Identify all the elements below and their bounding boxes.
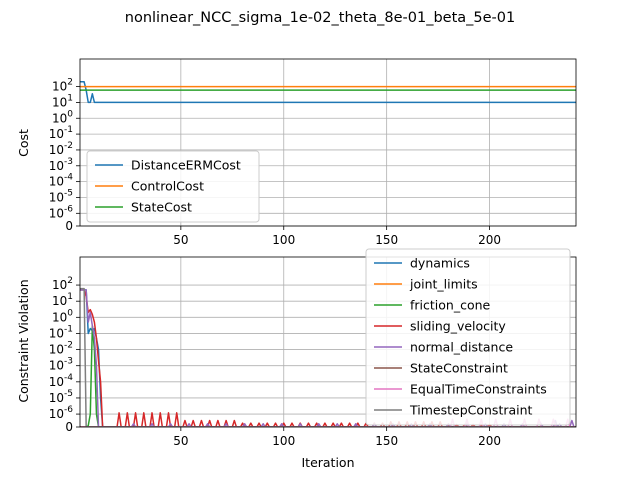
legend-label: friction_cone <box>410 298 491 313</box>
series-line-distanceermcost <box>80 81 576 104</box>
y-tick-label: 10-4 <box>49 173 74 189</box>
y-tick-label: 10-2 <box>49 141 73 157</box>
x-tick-label: 50 <box>173 434 188 448</box>
series-group <box>80 81 576 104</box>
legend-label: StateCost <box>131 200 192 215</box>
y-tick-label: 10-1 <box>49 125 73 141</box>
y-tick-label: 10-3 <box>49 357 73 373</box>
y-tick-label: 100 <box>52 308 73 324</box>
y-tick-label: 10-1 <box>49 324 73 340</box>
cost-y-label: Cost <box>16 129 31 157</box>
legend-label: EqualTimeConstraints <box>410 382 547 397</box>
y-tick-label: 100 <box>52 109 73 125</box>
x-tick-label: 150 <box>375 434 398 448</box>
y-tick-label: 102 <box>52 78 73 94</box>
legend-label: ControlCost <box>131 179 204 194</box>
x-tick-label: 200 <box>478 233 501 247</box>
constraint-y-label: Constraint Violation <box>16 279 31 402</box>
y-tick-label: 0 <box>65 420 73 434</box>
figure-title: nonlinear_NCC_sigma_1e-02_theta_8e-01_be… <box>125 10 515 26</box>
legend-label: TimestepConstraint <box>409 403 533 418</box>
y-tick-label: 101 <box>52 292 73 308</box>
y-tick-label: 10-2 <box>49 341 73 357</box>
y-tick-label: 10-3 <box>49 157 73 173</box>
legend-label: dynamics <box>410 256 470 271</box>
legend-box <box>86 150 260 223</box>
axes-frame <box>79 256 577 428</box>
legend-label: DistanceERMCost <box>131 158 241 173</box>
y-tick-label: 10-5 <box>49 188 73 204</box>
y-tick-label: 0 <box>65 219 73 233</box>
y-tick-label: 10-6 <box>49 204 74 220</box>
y-tick-label: 10-6 <box>49 405 74 421</box>
x-axis-label: Iteration <box>301 455 354 470</box>
y-tick-label: 10-4 <box>49 373 74 389</box>
x-tick-label: 150 <box>375 233 398 247</box>
x-tick-label: 200 <box>478 434 501 448</box>
x-tick-label: 100 <box>272 233 295 247</box>
legend-label: normal_distance <box>410 340 513 355</box>
y-tick-label: 10-5 <box>49 389 73 405</box>
legend-label: joint_limits <box>409 277 478 292</box>
x-tick-label: 100 <box>272 434 295 448</box>
y-tick-label: 102 <box>52 276 73 292</box>
axes-frame <box>79 58 577 227</box>
legend-box <box>365 248 571 426</box>
legend-label: sliding_velocity <box>410 319 506 334</box>
legend-label: StateConstraint <box>410 361 508 376</box>
x-tick-label: 50 <box>173 233 188 247</box>
y-tick-label: 101 <box>52 93 73 109</box>
